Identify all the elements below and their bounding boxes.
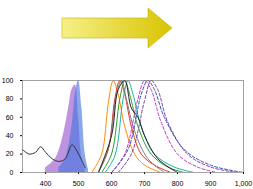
svg-text:900: 900	[205, 180, 217, 187]
svg-text:600: 600	[106, 180, 118, 187]
svg-text:400: 400	[40, 180, 52, 187]
svg-text:500: 500	[73, 180, 85, 187]
svg-text:100: 100	[2, 77, 14, 84]
svg-text:60: 60	[6, 114, 14, 121]
svg-text:0: 0	[10, 169, 14, 176]
svg-text:20: 20	[6, 150, 14, 157]
svg-text:800: 800	[172, 180, 184, 187]
svg-text:40: 40	[6, 132, 14, 139]
svg-text:700: 700	[139, 180, 151, 187]
svg-text:1,000: 1,000	[235, 180, 253, 187]
svg-text:80: 80	[6, 95, 14, 102]
